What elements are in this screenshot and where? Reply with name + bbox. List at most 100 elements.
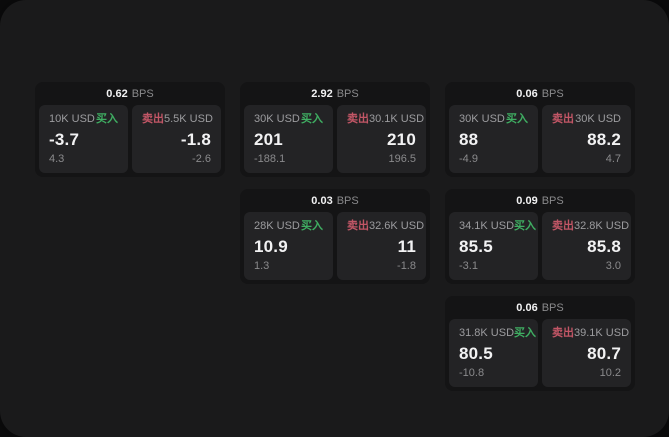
sell-amount: 30K USD	[575, 113, 621, 125]
buy-sub-value: 4.3	[49, 153, 65, 165]
buy-price: 85.5	[459, 237, 493, 256]
bps-unit-label: BPS	[541, 87, 564, 100]
buy-amount: 34.1K USD	[459, 220, 515, 232]
sell-price: 88.2	[587, 130, 621, 149]
buy-sub-value: 1.3	[254, 260, 270, 272]
buy-sub-value: -4.9	[459, 153, 478, 165]
bps-unit-label: BPS	[131, 87, 154, 100]
buy-panel[interactable]: 10K USD 买入 -3.7 4.3	[39, 105, 128, 173]
buy-amount: 10K USD	[49, 113, 95, 125]
sell-amount: 32.6K USD	[369, 220, 425, 232]
card-body: 30K USD 买入 88 -4.9 卖出 30K USD 88.2 4.7	[449, 105, 631, 173]
sell-price: 11	[397, 237, 416, 256]
buy-price: 10.9	[254, 237, 288, 256]
bps-unit-label: BPS	[541, 301, 564, 314]
buy-panel-top: 30K USD 买入	[459, 113, 528, 126]
buy-panel[interactable]: 28K USD 买入 10.9 1.3	[244, 212, 333, 280]
bps-unit-label: BPS	[541, 194, 564, 207]
sell-side-label: 卖出	[142, 113, 164, 125]
quote-card: 2.92 BPS 30K USD 买入 201 -188.1 卖出 30.1K …	[240, 82, 430, 177]
buy-amount: 30K USD	[254, 113, 300, 125]
quote-card: 0.09 BPS 34.1K USD 买入 85.5 -3.1 卖出 32.8K…	[445, 189, 635, 284]
sell-amount: 30.1K USD	[369, 113, 425, 125]
card-header: 2.92 BPS	[244, 82, 426, 105]
buy-price: -3.7	[49, 130, 80, 149]
sell-sub-value: -2.6	[192, 153, 211, 165]
card-header: 0.06 BPS	[449, 296, 631, 319]
buy-sub-value: -188.1	[254, 153, 286, 165]
bps-value: 0.06	[516, 87, 538, 100]
buy-price: 80.5	[459, 344, 493, 363]
sell-panel-top: 卖出 30K USD	[552, 113, 621, 126]
card-body: 30K USD 买入 201 -188.1 卖出 30.1K USD 210 1…	[244, 105, 426, 173]
sell-amount: 32.8K USD	[574, 220, 630, 232]
buy-price: 201	[254, 130, 283, 149]
quote-card: 0.03 BPS 28K USD 买入 10.9 1.3 卖出 32.6K US…	[240, 189, 430, 284]
buy-panel[interactable]: 34.1K USD 买入 85.5 -3.1	[449, 212, 538, 280]
quote-card: 0.06 BPS 31.8K USD 买入 80.5 -10.8 卖出 39.1…	[445, 296, 635, 391]
buy-amount: 31.8K USD	[459, 327, 515, 339]
bps-value: 0.62	[106, 87, 128, 100]
buy-panel[interactable]: 30K USD 买入 201 -188.1	[244, 105, 333, 173]
buy-amount: 30K USD	[459, 113, 505, 125]
card-header: 0.06 BPS	[449, 82, 631, 105]
card-header: 0.03 BPS	[244, 189, 426, 212]
buy-panel-top: 30K USD 买入	[254, 113, 323, 126]
sell-side-label: 卖出	[347, 220, 369, 232]
sell-price: -1.8	[180, 130, 211, 149]
bps-value: 2.92	[311, 87, 333, 100]
buy-sub-value: -3.1	[459, 260, 478, 272]
sell-side-label: 卖出	[552, 220, 574, 232]
sell-sub-value: 196.5	[388, 153, 416, 165]
buy-side-label: 买入	[96, 113, 118, 125]
buy-side-label: 买入	[514, 220, 537, 232]
sell-side-label: 卖出	[552, 113, 574, 125]
card-header: 0.62 BPS	[39, 82, 221, 105]
sell-panel-top: 卖出 30.1K USD	[347, 113, 424, 126]
sell-sub-value: -1.8	[397, 260, 416, 272]
quote-card: 0.06 BPS 30K USD 买入 88 -4.9 卖出 30K USD 8…	[445, 82, 635, 177]
buy-panel-top: 34.1K USD 买入	[459, 220, 536, 233]
sell-price: 80.7	[587, 344, 621, 363]
card-body: 34.1K USD 买入 85.5 -3.1 卖出 32.8K USD 85.8…	[449, 212, 631, 280]
sell-side-label: 卖出	[347, 113, 369, 125]
sell-panel[interactable]: 卖出 30K USD 88.2 4.7	[542, 105, 631, 173]
buy-side-label: 买入	[514, 327, 537, 339]
sell-sub-value: 10.2	[599, 367, 621, 379]
buy-panel-top: 31.8K USD 买入	[459, 327, 536, 340]
card-body: 10K USD 买入 -3.7 4.3 卖出 5.5K USD -1.8 -2.…	[39, 105, 221, 173]
card-body: 28K USD 买入 10.9 1.3 卖出 32.6K USD 11 -1.8	[244, 212, 426, 280]
bps-value: 0.03	[311, 194, 333, 207]
card-header: 0.09 BPS	[449, 189, 631, 212]
sell-panel-top: 卖出 32.6K USD	[347, 220, 424, 233]
buy-panel-top: 10K USD 买入	[49, 113, 118, 126]
sell-sub-value: 4.7	[605, 153, 621, 165]
sell-price: 85.8	[587, 237, 621, 256]
buy-panel[interactable]: 31.8K USD 买入 80.5 -10.8	[449, 319, 538, 387]
sell-panel-top: 卖出 39.1K USD	[552, 327, 629, 340]
sell-panel[interactable]: 卖出 5.5K USD -1.8 -2.6	[132, 105, 221, 173]
cards-grid: 0.62 BPS 10K USD 买入 -3.7 4.3 卖出 5.5K USD…	[35, 82, 635, 391]
sell-panel[interactable]: 卖出 32.6K USD 11 -1.8	[337, 212, 426, 280]
sell-side-label: 卖出	[552, 327, 574, 339]
bps-value: 0.06	[516, 301, 538, 314]
sell-panel[interactable]: 卖出 30.1K USD 210 196.5	[337, 105, 426, 173]
sell-amount: 5.5K USD	[164, 113, 213, 125]
buy-amount: 28K USD	[254, 220, 300, 232]
sell-panel-top: 卖出 5.5K USD	[142, 113, 213, 126]
sell-price: 210	[387, 130, 416, 149]
bps-value: 0.09	[516, 194, 538, 207]
buy-price: 88	[459, 130, 479, 149]
sell-sub-value: 3.0	[605, 260, 621, 272]
buy-side-label: 买入	[301, 113, 323, 125]
buy-side-label: 买入	[506, 113, 528, 125]
sell-panel[interactable]: 卖出 32.8K USD 85.8 3.0	[542, 212, 631, 280]
buy-panel-top: 28K USD 买入	[254, 220, 323, 233]
bps-unit-label: BPS	[336, 194, 359, 207]
card-body: 31.8K USD 买入 80.5 -10.8 卖出 39.1K USD 80.…	[449, 319, 631, 387]
buy-sub-value: -10.8	[459, 367, 485, 379]
buy-panel[interactable]: 30K USD 买入 88 -4.9	[449, 105, 538, 173]
sell-panel[interactable]: 卖出 39.1K USD 80.7 10.2	[542, 319, 631, 387]
sell-amount: 39.1K USD	[574, 327, 630, 339]
